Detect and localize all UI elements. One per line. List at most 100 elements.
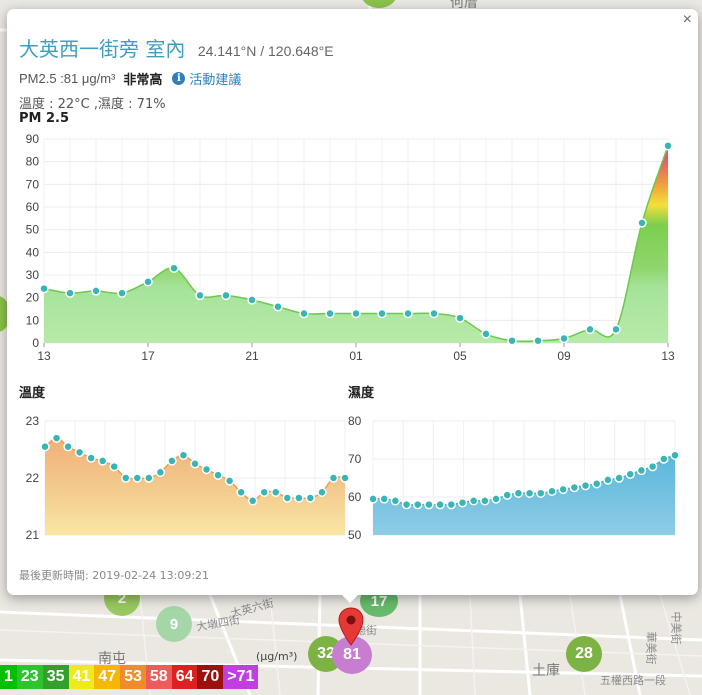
station-popup: × 大英西一街旁 室內 24.141°N / 120.648°E PM2.5 :…: [7, 9, 698, 595]
data-point: [659, 454, 669, 464]
station-marker[interactable]: 9: [156, 606, 192, 642]
data-point: [63, 441, 73, 452]
close-icon[interactable]: ×: [682, 11, 692, 28]
data-point: [480, 496, 490, 506]
series-area: [44, 145, 668, 343]
data-point: [536, 488, 546, 498]
data-point: [547, 486, 557, 497]
data-point: [647, 461, 658, 472]
legend-cell: 47: [94, 665, 121, 689]
data-point: [259, 487, 269, 497]
legend-cell: 58: [145, 665, 172, 689]
data-point: [435, 499, 445, 510]
data-point: [155, 467, 166, 478]
station-title: 大英西一街旁 室內: [19, 37, 186, 61]
data-point: [424, 499, 434, 510]
station-marker-partial[interactable]: [361, 0, 397, 8]
data-point: [663, 141, 673, 151]
activity-advice-link[interactable]: 活動建議: [189, 73, 242, 88]
y-tick-label: 23: [26, 414, 40, 428]
data-point: [299, 308, 309, 319]
popup-header: 大英西一街旁 室內 24.141°N / 120.648°E: [19, 33, 334, 62]
pm25-level: 非常高: [123, 73, 163, 88]
series-area: [45, 438, 345, 535]
data-point: [636, 465, 647, 476]
last-updated-label: 最後更新時間:: [19, 569, 89, 582]
data-point: [491, 494, 501, 504]
y-tick-label: 21: [26, 528, 40, 541]
y-tick-label: 10: [26, 313, 40, 327]
station-marker[interactable]: 28: [566, 636, 602, 672]
data-point: [580, 480, 591, 491]
y-tick-label: 40: [26, 245, 40, 259]
pm25-legend: 1 23 35 41 47 53 58 64 70 >71: [0, 665, 259, 689]
data-point: [167, 456, 177, 466]
data-point: [533, 335, 543, 346]
x-tick-label: 05: [453, 349, 467, 363]
data-point: [351, 308, 361, 319]
data-point: [603, 475, 613, 485]
data-point: [224, 476, 235, 486]
y-tick-label: 70: [348, 452, 362, 466]
data-point: [40, 441, 50, 452]
last-updated: 最後更新時間: 2019-02-24 13:09:21: [19, 567, 209, 583]
popup-pointer: [340, 593, 360, 603]
data-point: [611, 324, 621, 335]
district-label: 何厝: [450, 0, 478, 11]
data-point: [502, 490, 512, 500]
data-point: [481, 329, 491, 339]
y-tick-label: 80: [348, 414, 362, 428]
data-point: [377, 308, 387, 319]
data-point: [670, 450, 680, 460]
data-point: [614, 473, 624, 483]
data-point: [507, 335, 517, 346]
data-point: [591, 478, 602, 489]
y-tick-label: 70: [26, 177, 40, 191]
district-label: 土庫: [532, 663, 560, 679]
data-point: [178, 450, 189, 460]
x-tick-label: 01: [349, 349, 363, 363]
data-point: [236, 487, 246, 497]
station-coordinates: 24.141°N / 120.648°E: [197, 43, 334, 59]
y-tick-label: 60: [26, 200, 40, 214]
data-point: [559, 333, 569, 344]
legend-cell: 23: [16, 665, 43, 689]
data-point: [132, 473, 143, 483]
location-pin-icon[interactable]: [338, 607, 364, 647]
y-tick-label: 80: [26, 155, 40, 169]
data-point: [65, 288, 75, 298]
data-point: [403, 308, 413, 319]
y-tick-label: 20: [26, 291, 40, 305]
x-tick-label: 17: [141, 349, 155, 363]
series-area: [373, 455, 675, 535]
data-point: [468, 496, 479, 506]
info-icon[interactable]: i: [172, 72, 186, 85]
data-point: [429, 308, 439, 319]
data-point: [247, 496, 258, 506]
data-point: [271, 487, 281, 497]
data-point: [91, 286, 101, 296]
data-point: [201, 464, 212, 475]
pm25-chart: 0 10 20 30 40 50 60 70 80 90 13 17 21 01 05 09 13: [26, 132, 675, 363]
street-label: 五權西路一段: [600, 674, 666, 687]
x-tick-label: 09: [557, 349, 571, 363]
data-point: [569, 482, 580, 493]
data-point: [412, 499, 423, 510]
data-point: [143, 277, 153, 287]
temperature-chart-title: 溫度: [19, 386, 46, 401]
humidity-chart-title: 濕度: [348, 386, 375, 401]
legend-unit: (μg/m³): [256, 650, 298, 663]
street-label: 華美街: [644, 631, 658, 665]
data-point: [39, 283, 49, 294]
pm25-summary: PM2.5 :81 μg/m³ 非常高 i 活動建議: [19, 69, 241, 88]
data-point: [51, 433, 62, 443]
y-tick-label: 0: [32, 336, 39, 350]
station-marker-partial[interactable]: [0, 296, 10, 332]
data-point: [282, 493, 293, 503]
data-point: [368, 494, 378, 504]
x-tick-label: 13: [661, 349, 675, 363]
last-updated-time: 2019-02-24 13:09:21: [92, 569, 210, 582]
humidity-chart: 50 60 70 80: [348, 414, 680, 541]
data-point: [109, 461, 119, 472]
data-point: [190, 459, 200, 469]
